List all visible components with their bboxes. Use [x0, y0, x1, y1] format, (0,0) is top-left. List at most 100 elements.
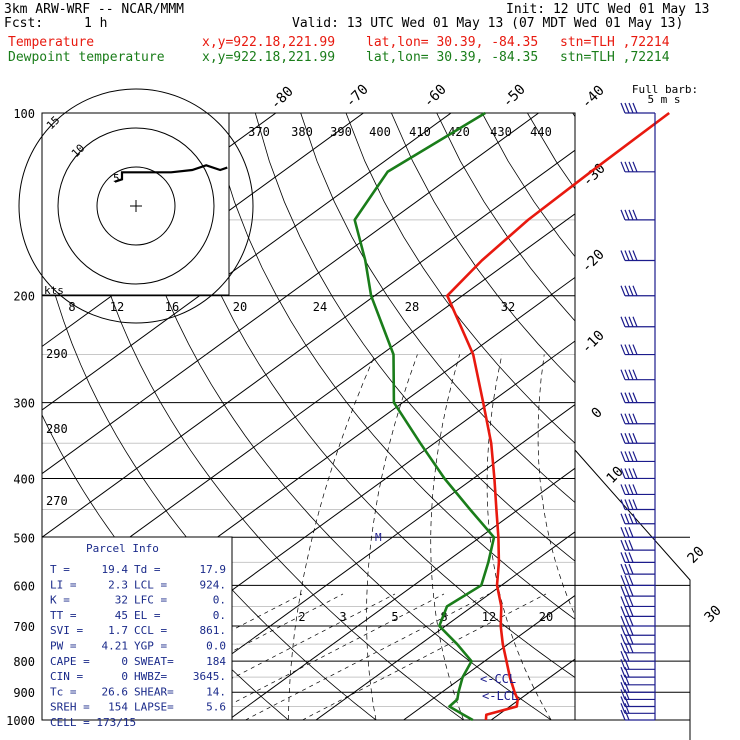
theta-label-420: 420 — [448, 125, 470, 139]
wind-barb-flag — [620, 285, 626, 296]
speed-tick-16: 16 — [165, 300, 179, 314]
wind-barb-flag — [624, 451, 630, 462]
hodograph-trace — [114, 164, 228, 183]
parcel-key: CIN = — [50, 670, 83, 683]
model-title: 3km ARW-WRF -- NCAR/MMM — [4, 2, 185, 17]
wind-barb-flag — [628, 499, 634, 510]
wind-barb-flag — [632, 369, 638, 380]
hodograph-ring-10 — [57, 127, 215, 285]
dry-adiabat — [73, 113, 464, 720]
wind-barb-flag — [620, 633, 626, 645]
parcel-key: LCL = — [134, 578, 167, 591]
temperature-label--80: -80 — [268, 84, 297, 113]
wind-barb-flag — [620, 682, 626, 693]
wind-barb-flag — [624, 344, 630, 355]
mixing-ratio-label-3: 3 — [339, 610, 346, 624]
parcel-value: 3645. — [193, 670, 226, 683]
wind-barb-flag — [628, 250, 634, 261]
theta-label-370: 370 — [248, 125, 270, 139]
wind-barb — [620, 209, 655, 221]
parcel-value: 5.6 — [206, 701, 226, 714]
right-edge-guide — [574, 449, 691, 740]
pressure-label-600: 600 — [13, 579, 35, 593]
dry-adiabat — [300, 113, 575, 504]
wind-barb-flag — [620, 575, 626, 586]
wind-barb — [620, 650, 655, 662]
wind-barb — [620, 585, 655, 597]
wind-barb-flag — [620, 468, 626, 479]
wind-barb-flag — [620, 596, 626, 607]
theta-label-380: 380 — [291, 125, 313, 139]
wind-barb-flag — [632, 513, 638, 524]
isotherm — [42, 113, 452, 411]
pressure-label-900: 900 — [13, 686, 35, 700]
barb-label-line2: 5 m s — [647, 93, 680, 106]
wind-barb-flag — [624, 696, 630, 707]
wind-barb — [620, 527, 655, 538]
wind-barb-flag — [620, 539, 626, 551]
wind-barb-flag — [628, 468, 634, 479]
wind-barb-flag — [624, 585, 630, 597]
wind-barb — [620, 696, 655, 708]
dry-adiabat — [481, 113, 575, 258]
wind-barb — [620, 344, 655, 356]
pressure-label-700: 700 — [13, 620, 35, 634]
pressure-label-500: 500 — [13, 531, 35, 545]
wind-barb-flag — [624, 527, 630, 538]
wind-barb — [620, 513, 655, 525]
wind-barb-flag — [628, 625, 634, 636]
parcel-key: SHEAR= — [134, 685, 174, 698]
wind-barb-flag — [620, 451, 626, 462]
parcel-value: 0. — [213, 609, 226, 622]
parcel-key: LAPSE= — [134, 701, 174, 714]
dewpoint-profile — [353, 111, 496, 722]
wind-barb-flag — [628, 615, 634, 627]
parcel-value: 19.4 — [102, 563, 129, 576]
wind-barb-flag — [620, 316, 626, 327]
wind-barb-flag — [624, 392, 630, 403]
dry-adiabat — [663, 113, 740, 720]
lcl-label: <-LCL — [482, 689, 518, 703]
dry-adiabat — [254, 113, 575, 562]
wind-barb-flag — [620, 552, 626, 563]
wind-barb — [620, 433, 655, 444]
isotherm — [666, 113, 740, 720]
parcel-key: Tc = — [50, 685, 77, 698]
wind-barb-flag — [624, 674, 630, 686]
wind-barb — [620, 625, 655, 636]
speed-tick-24: 24 — [313, 300, 327, 314]
wind-barb-flag — [632, 433, 638, 444]
wind-barb-flag — [628, 484, 634, 495]
wind-barb — [620, 539, 655, 551]
mixing-ratio-label-12: 12 — [482, 610, 496, 624]
parcel-key: YGP = — [134, 640, 167, 653]
dry-adiabat — [618, 113, 740, 720]
hodograph-ring-15 — [18, 88, 254, 324]
wind-barb — [620, 102, 655, 114]
wind-barb-flag — [624, 102, 630, 114]
hodograph-unit: kts — [44, 284, 64, 297]
wind-barb — [620, 563, 655, 575]
hodograph-ring-label-5: 5 — [113, 172, 120, 185]
wind-barb — [620, 596, 655, 608]
parcel-key: HWBZ= — [134, 670, 167, 683]
wind-barb — [620, 369, 655, 381]
speed-tick-20: 20 — [233, 300, 247, 314]
wind-barb-flag — [624, 666, 630, 678]
wind-barb-flag — [624, 682, 630, 693]
wind-barb-flag — [624, 709, 630, 721]
mixing-ratio-label-2: 2 — [298, 610, 305, 624]
dewpoint-station: stn=TLH ,72214 — [560, 50, 670, 65]
wind-barb-flag — [632, 209, 638, 221]
parcel-value: 14. — [206, 685, 226, 698]
wind-barb-flag — [628, 209, 634, 221]
moist-adiabat — [537, 354, 575, 617]
wind-barb-flag — [632, 499, 638, 510]
wind-barb-flag — [624, 650, 630, 662]
temperature-label-0: 0 — [589, 405, 606, 422]
wind-barb — [620, 161, 655, 173]
temperature-label-30: 30 — [702, 603, 725, 626]
parcel-key: LI = — [50, 578, 77, 591]
wind-barb-flag — [624, 615, 630, 627]
parcel-key: K = — [50, 594, 70, 607]
